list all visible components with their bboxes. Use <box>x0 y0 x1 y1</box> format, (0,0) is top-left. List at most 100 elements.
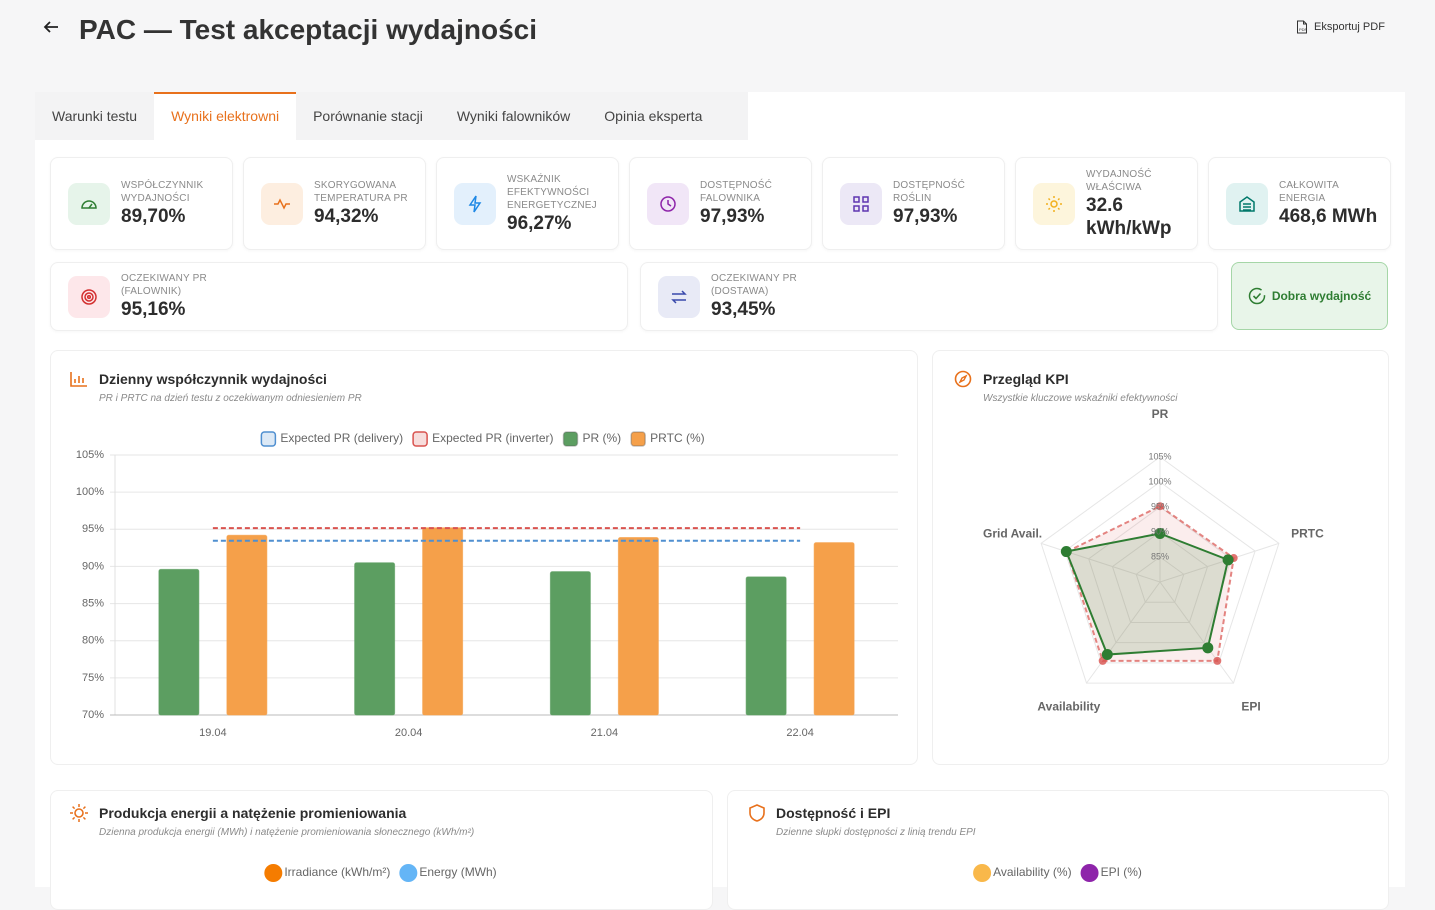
card-icon <box>658 275 700 318</box>
card-icon <box>1226 182 1268 225</box>
x-tick-label: 19.04 <box>199 727 227 739</box>
kpi-text: WYDAJNOŚĆ WŁAŚCIWA 32.6 kWh/kWp <box>1086 168 1186 240</box>
spoke <box>1086 581 1161 684</box>
chart-subtitle: Dzienne słupki dostępności z linią trend… <box>776 827 976 838</box>
chart-icon <box>70 372 87 387</box>
r-tick-label: 105% <box>1148 451 1171 461</box>
kpi-text: WSKAŹNIK EFEKTYWNOŚCI ENERGETYCZNEJ 96,27… <box>507 173 607 235</box>
export-button[interactable]: PDF Eksportuj PDF <box>1296 20 1385 34</box>
card-icon <box>68 182 110 225</box>
radar-point <box>1101 649 1113 661</box>
legend: Availability (%) EPI (%) <box>973 864 1142 882</box>
kpi-label: DOSTĘPNOŚĆ FALOWNIKA <box>700 180 773 204</box>
radar-area <box>1064 532 1230 656</box>
spoke <box>1040 542 1161 583</box>
tab[interactable]: Warunki testu <box>52 108 138 124</box>
card-icon <box>454 182 496 225</box>
svg-text:PDF: PDF <box>1299 27 1308 32</box>
back-arrow[interactable] <box>42 18 60 36</box>
chart-icon <box>749 804 765 822</box>
kpi-label: DOSTĘPNOŚĆ ROŚLIN <box>893 180 966 204</box>
kpi-card: OCZEKIWANY PR (DOSTAWA) 93,45% <box>640 262 1218 331</box>
y-tick-label: 75% <box>82 672 104 684</box>
spoke <box>1159 581 1234 684</box>
status-text: Dobra wydajność <box>1271 289 1372 303</box>
spoke <box>1159 542 1280 583</box>
legend-swatch <box>264 864 283 882</box>
radar-point <box>1202 642 1214 654</box>
page-title: PAC — Test akceptacji wydajności <box>79 14 538 45</box>
radar-point <box>1222 554 1234 566</box>
tab[interactable]: Porównanie stacji <box>313 108 423 124</box>
card-icon <box>647 182 689 225</box>
kpi-value: 96,27% <box>507 212 572 234</box>
legend-swatch <box>412 431 428 447</box>
r-tick-label: 85% <box>1151 551 1169 561</box>
chart-subtitle: Dzienna produkcja energii (MWh) i natęże… <box>99 827 475 838</box>
chart-title: Przegląd KPI <box>983 371 1069 387</box>
x-tick-label: 20.04 <box>395 727 423 739</box>
kpi-label: WYDAJNOŚĆ WŁAŚCIWA <box>1086 168 1152 193</box>
tab[interactable]: Wyniki elektrowni <box>154 92 297 140</box>
bar <box>549 571 591 716</box>
legend-swatch <box>973 864 992 882</box>
kpi-value: 95,16% <box>121 299 186 320</box>
bar <box>813 542 855 716</box>
kpi-value: 89,70% <box>121 206 186 227</box>
card-icon <box>840 182 882 225</box>
legend-swatch <box>562 431 579 447</box>
legend-label: EPI (%) <box>1101 865 1142 879</box>
legend-swatch <box>1080 864 1099 882</box>
tab[interactable]: Wyniki falowników <box>456 108 571 124</box>
tab-bar: Warunki testu Wyniki elektrowni Porównanie… <box>35 92 748 140</box>
kpi-card: WSKAŹNIK EFEKTYWNOŚCI ENERGETYCZNEJ 96,27… <box>436 157 619 250</box>
legend-label: Availability (%) <box>993 865 1071 879</box>
chart-subtitle: PR i PRTC na dzień testu z oczekiwanym o… <box>99 393 362 404</box>
bar <box>158 568 200 716</box>
kpi-label: WSPÓŁCZYNNIK WYDAJNOŚCI <box>121 180 204 204</box>
y-tick-label: 95% <box>82 523 104 535</box>
chart-icon <box>70 804 88 822</box>
legend-swatch <box>260 431 277 447</box>
kpi-card: OCZEKIWANY PR (FALOWNIK) 95,16% <box>50 262 628 331</box>
legend-label: Energy (MWh) <box>419 865 496 879</box>
legend-label: Expected PR (delivery) <box>280 431 403 445</box>
bar <box>226 534 268 716</box>
y-tick-label: 105% <box>76 449 104 461</box>
chart-icon <box>954 370 972 388</box>
kpi-card: CAŁKOWITA ENERGIA 468,6 MWh <box>1208 157 1391 250</box>
export-label: Eksportuj PDF <box>1314 21 1385 33</box>
card-icon <box>261 182 303 225</box>
card-icon <box>1033 182 1075 225</box>
grid-ring <box>1135 556 1185 603</box>
legend-label: PRTC (%) <box>650 431 704 445</box>
bar <box>617 536 659 716</box>
chart-subtitle: Wszystkie kluczowe wskaźniki efektywnośc… <box>983 393 1178 404</box>
legend-label: PR (%) <box>582 431 621 445</box>
kpi-label: OCZEKIWANY PR (DOSTAWA) <box>711 273 797 297</box>
kpi-text: WSPÓŁCZYNNIK WYDAJNOŚCI 89,70% <box>121 179 221 228</box>
r-tick-label: 100% <box>1148 476 1171 486</box>
axis-label: PR <box>1152 407 1169 421</box>
chart-title: Produkcja energii a natężenie promieniow… <box>99 805 407 821</box>
kpi-value: 93,45% <box>711 299 776 320</box>
y-tick-label: 70% <box>82 709 104 721</box>
axis-label: Availability <box>1037 700 1100 714</box>
kpi-card: SKORYGOWANA TEMPERATURA PR 94,32% <box>243 157 426 250</box>
kpi-value: 32.6 kWh/kWp <box>1086 194 1172 239</box>
tab[interactable]: Opinia eksperta <box>604 108 703 124</box>
charts-layer: 70% 75% 80% 85% 90% 95% 100% 105% 19.04 20.04 21.0… <box>76 407 1324 882</box>
kpi-text: OCZEKIWANY PR (FALOWNIK) 95,16% <box>121 272 221 321</box>
kpi-text: OCZEKIWANY PR (DOSTAWA) 93,45% <box>711 272 811 321</box>
legend-label: Expected PR (inverter) <box>432 431 553 445</box>
kpi-card: WSPÓŁCZYNNIK WYDAJNOŚCI 89,70% <box>50 157 233 250</box>
kpi-value: 97,93% <box>893 206 958 227</box>
page: PAC — Test akceptacji wydajności PDF Eksp… <box>35 14 1391 910</box>
kpi-value: 97,93% <box>700 206 765 227</box>
radar-point <box>1156 502 1164 511</box>
kpi-card: WYDAJNOŚĆ WŁAŚCIWA 32.6 kWh/kWp <box>1015 157 1198 250</box>
kpi-card: DOSTĘPNOŚĆ FALOWNIKA 97,93% <box>629 157 812 250</box>
chart-title: Dostępność i EPI <box>776 805 891 821</box>
legend-swatch <box>399 864 418 882</box>
y-tick-label: 90% <box>82 560 104 572</box>
